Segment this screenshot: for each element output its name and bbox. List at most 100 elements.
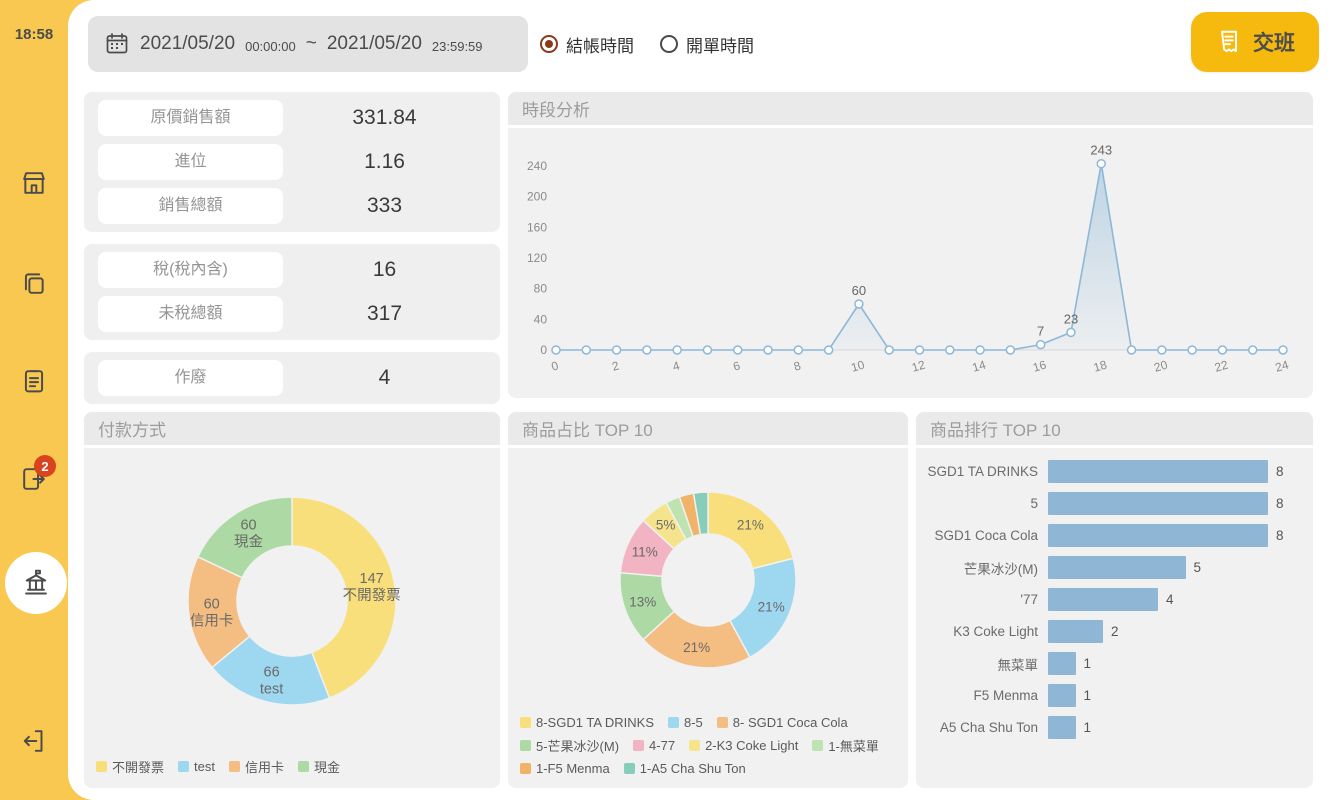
legend-item[interactable]: 8-SGD1 TA DRINKS bbox=[520, 715, 654, 730]
legend-label: 2-K3 Coke Light bbox=[705, 738, 799, 753]
legend-swatch bbox=[623, 763, 635, 774]
time-analysis-panel: 時段分析 0 40 80 120 160 200 240 0 2 4 6 8 10 12 14 16 18 20 2… bbox=[508, 92, 1313, 398]
clipboard-report-icon[interactable] bbox=[19, 366, 49, 396]
bar-category-label: '77 bbox=[1020, 592, 1038, 607]
svg-text:20: 20 bbox=[1152, 357, 1169, 374]
bar-value: 1 bbox=[1083, 688, 1092, 703]
legend-item[interactable]: 8-5 bbox=[668, 715, 703, 730]
legend-swatch bbox=[178, 761, 190, 772]
start-date: 2021/05/20 bbox=[140, 33, 236, 54]
legend-swatch bbox=[633, 740, 645, 751]
stat-value: 16 bbox=[372, 258, 397, 281]
stat-label: 未稅總額 bbox=[98, 296, 283, 332]
bar-category-label: F5 Menma bbox=[973, 688, 1038, 703]
radio-open-time[interactable]: 開單時間 bbox=[660, 32, 754, 57]
panel-title-product-rank: 商品排行 TOP 10 bbox=[916, 412, 1313, 448]
payment-legend: 不開發票 test 信用卡 現金 bbox=[84, 753, 500, 788]
bar-row: '77 4 bbox=[926, 588, 1297, 611]
legend-item[interactable]: 1-A5 Cha Shu Ton bbox=[623, 761, 746, 776]
copy-pages-icon[interactable] bbox=[19, 268, 49, 298]
product-share-panel: 商品占比 TOP 10 21% 21% 21% 13% 11% 5% 8-SGD1 TA … bbox=[508, 412, 908, 788]
bar-value: 8 bbox=[1276, 496, 1284, 511]
panel-title-time-analysis: 時段分析 bbox=[508, 92, 1313, 128]
stat-group: 稅(稅內含) 16 未稅總額 317 bbox=[84, 244, 500, 340]
stat-row: 未稅總額 317 bbox=[98, 296, 486, 332]
svg-text:200: 200 bbox=[527, 190, 547, 204]
end-date: 2021/05/20 bbox=[326, 33, 422, 54]
logout-icon[interactable] bbox=[19, 726, 49, 756]
payment-method-panel: 付款方式 147 不開發票 66 test 60 信用卡 60 現金 不開發票 test 信用卡 現… bbox=[84, 412, 500, 788]
bar-row: SGD1 TA DRINKS 8 bbox=[926, 460, 1297, 483]
bar-value: 8 bbox=[1276, 464, 1284, 479]
bar bbox=[1048, 684, 1076, 707]
store-icon[interactable] bbox=[19, 168, 49, 198]
legend-swatch bbox=[520, 763, 531, 774]
legend-label: 8- SGD1 Coca Cola bbox=[732, 715, 848, 730]
shift-change-button[interactable]: 交班 bbox=[1191, 12, 1319, 72]
stat-label: 銷售總額 bbox=[98, 188, 283, 224]
legend-swatch bbox=[520, 740, 531, 751]
bar-category-label: SGD1 Coca Cola bbox=[934, 528, 1038, 543]
legend-item[interactable]: 5-芒果冰沙(M) bbox=[520, 736, 619, 755]
svg-text:2: 2 bbox=[610, 358, 621, 373]
legend-swatch bbox=[812, 740, 824, 751]
radio-selected-icon bbox=[540, 35, 558, 53]
bar-category-label: 5 bbox=[1030, 496, 1038, 511]
bar bbox=[1048, 620, 1103, 643]
bar-row: 無菜單 1 bbox=[926, 652, 1297, 675]
svg-text:14: 14 bbox=[971, 357, 988, 374]
legend-label: 現金 bbox=[314, 760, 341, 775]
svg-text:243: 243 bbox=[1090, 143, 1112, 158]
legend-item[interactable]: 8- SGD1 Coca Cola bbox=[716, 715, 848, 730]
legend-item[interactable]: 1-無菜單 bbox=[812, 736, 879, 755]
date-range-picker[interactable]: 2021/05/20 00:00:00 ~ 2021/05/20 23:59:5… bbox=[88, 16, 528, 72]
legend-label: 5-芒果冰沙(M) bbox=[536, 739, 620, 754]
notification-badge: 2 bbox=[34, 455, 56, 477]
svg-text:0: 0 bbox=[540, 343, 547, 357]
product-rank-bars: SGD1 TA DRINKS 8 5 8 SGD1 Coca Cola 8 芒果冰沙(M) 5… bbox=[916, 448, 1313, 747]
legend-item[interactable]: 不開發票 bbox=[96, 757, 164, 776]
bar-value: 5 bbox=[1193, 560, 1202, 575]
bar-value: 1 bbox=[1083, 720, 1092, 735]
legend-item[interactable]: test bbox=[178, 759, 215, 774]
svg-text:5%: 5% bbox=[656, 517, 676, 532]
bar bbox=[1048, 492, 1268, 515]
legend-item[interactable]: 現金 bbox=[298, 757, 340, 776]
radio-unselected-icon bbox=[660, 35, 678, 53]
radio-checkout-time[interactable]: 結帳時間 bbox=[540, 32, 634, 57]
legend-label: 8-SGD1 TA DRINKS bbox=[536, 715, 654, 730]
shift-button-label: 交班 bbox=[1253, 32, 1295, 55]
bar bbox=[1048, 652, 1076, 675]
bar-category-label: K3 Coke Light bbox=[953, 624, 1038, 639]
bar-row: 芒果冰沙(M) 5 bbox=[926, 556, 1297, 579]
svg-text:13%: 13% bbox=[629, 594, 656, 609]
svg-text:40: 40 bbox=[534, 312, 548, 326]
svg-text:10: 10 bbox=[849, 357, 866, 374]
legend-label: 1-F5 Menma bbox=[536, 761, 610, 776]
bar bbox=[1048, 588, 1158, 611]
legend-item[interactable]: 1-F5 Menma bbox=[520, 761, 610, 776]
product-share-legend: 8-SGD1 TA DRINKS 8-5 8- SGD1 Coca Cola 5-芒果… bbox=[508, 711, 908, 788]
bar-row: K3 Coke Light 2 bbox=[926, 620, 1297, 643]
legend-item[interactable]: 2-K3 Coke Light bbox=[689, 738, 798, 753]
svg-text:6: 6 bbox=[732, 358, 743, 373]
svg-text:8: 8 bbox=[792, 358, 803, 373]
sidebar: 18:58 2 bbox=[0, 0, 68, 800]
svg-text:120: 120 bbox=[527, 251, 547, 265]
legend-item[interactable]: 4-77 bbox=[633, 738, 675, 753]
sidebar-item-statistics[interactable] bbox=[5, 552, 67, 614]
legend-item[interactable]: 信用卡 bbox=[228, 757, 284, 776]
stat-label: 原價銷售額 bbox=[98, 100, 283, 136]
svg-text:21%: 21% bbox=[683, 640, 710, 655]
stat-row: 進位 1.16 bbox=[98, 144, 486, 180]
svg-text:12: 12 bbox=[910, 357, 927, 374]
main-content: 2021/05/20 00:00:00 ~ 2021/05/20 23:59:5… bbox=[68, 0, 1333, 800]
legend-label: 1-無菜單 bbox=[828, 739, 879, 754]
bar bbox=[1048, 524, 1268, 547]
legend-swatch bbox=[228, 761, 240, 772]
bar-row: SGD1 Coca Cola 8 bbox=[926, 524, 1297, 547]
stat-row: 銷售總額 333 bbox=[98, 188, 486, 224]
stat-label: 作廢 bbox=[98, 360, 283, 396]
stat-group: 原價銷售額 331.84 進位 1.16 銷售總額 333 bbox=[84, 92, 500, 232]
